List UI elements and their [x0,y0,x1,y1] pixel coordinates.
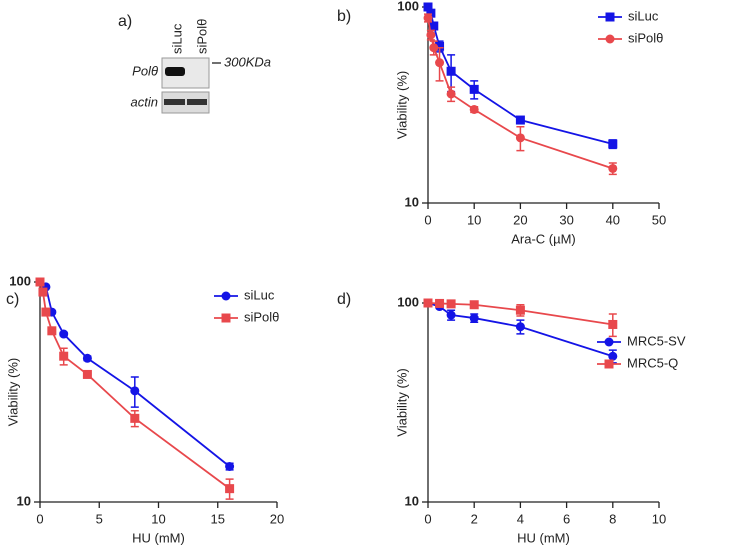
y-tick-label: 10 [405,194,419,209]
data-point [82,369,92,379]
data-point [423,298,433,308]
data-point [446,89,456,99]
panel-label: c) [6,291,19,308]
data-point [38,287,48,297]
data-point [130,386,140,396]
y-tick-label: 100 [9,273,31,288]
data-point [47,326,57,336]
data-point [446,66,456,76]
data-point [59,351,69,361]
legend-label: MRC5-Q [627,355,678,370]
legend-marker [605,34,615,44]
blot-band [164,99,185,105]
legend-marker [221,313,231,323]
legend-marker [605,12,615,22]
data-point [423,13,433,23]
data-point [435,298,445,308]
x-tick-label: 4 [517,511,524,526]
data-point [515,133,525,143]
y-axis-label: Viability (%) [394,71,409,139]
data-point [59,329,69,339]
data-point [469,84,479,94]
x-tick-label: 0 [424,212,431,227]
data-point [429,21,439,31]
blot-band [187,99,207,105]
data-point [469,300,479,310]
data-point [469,104,479,114]
legend-label: siPolθ [244,309,279,324]
lane-label: siPolθ [194,19,209,54]
data-point [435,41,445,51]
series-line [39,281,231,468]
panel-label: a) [118,13,132,30]
x-tick-label: 0 [424,511,431,526]
y-tick-label: 100 [397,0,419,13]
x-tick-label: 20 [270,511,284,526]
data-point [41,307,51,317]
x-tick-label: 10 [151,511,165,526]
x-tick-label: 2 [471,511,478,526]
x-axis-label: HU (mM) [517,530,570,545]
x-tick-label: 10 [467,212,481,227]
x-tick-label: 15 [211,511,225,526]
row-label: actin [131,94,158,109]
data-point [446,299,456,309]
blot-band [165,67,185,76]
legend-label: siLuc [244,287,275,302]
data-point [429,43,439,53]
data-point [608,139,618,149]
data-point [423,2,433,12]
data-point [515,322,525,332]
legend-marker [221,291,231,301]
panel-label: d) [337,291,351,308]
x-tick-label: 5 [96,511,103,526]
legend-marker [604,337,614,347]
y-axis-label: Viability (%) [5,358,20,426]
y-tick-label: 10 [17,493,31,508]
data-point [608,163,618,173]
data-point [225,484,235,494]
x-tick-label: 0 [36,511,43,526]
data-point [130,413,140,423]
x-axis-label: Ara-C (µM) [511,231,576,246]
data-point [608,319,618,329]
x-tick-label: 8 [609,511,616,526]
legend-label: siLuc [628,8,659,23]
x-tick-label: 20 [513,212,527,227]
x-tick-label: 40 [606,212,620,227]
legend-marker [604,359,614,369]
x-axis-label: HU (mM) [132,530,185,545]
data-point [608,351,618,361]
data-point [446,310,456,320]
y-axis-label: Viability (%) [394,368,409,436]
data-point [426,30,436,40]
data-point [469,313,479,323]
data-point [435,58,445,68]
data-point [515,115,525,125]
data-point [515,305,525,315]
x-tick-label: 30 [559,212,573,227]
data-point [225,461,235,471]
x-tick-label: 50 [652,212,666,227]
legend-label: siPolθ [628,30,663,45]
row-label: Polθ [132,63,158,78]
x-tick-label: 6 [563,511,570,526]
x-tick-label: 10 [652,511,666,526]
data-point [426,8,436,18]
panel-label: b) [337,8,351,25]
y-tick-label: 100 [397,294,419,309]
lane-label: siLuc [169,23,184,54]
size-marker: 300KDa [224,54,271,69]
data-point [35,277,45,287]
legend-label: MRC5-SV [627,333,686,348]
y-tick-label: 10 [405,493,419,508]
data-point [82,353,92,363]
blot-box [161,91,210,114]
